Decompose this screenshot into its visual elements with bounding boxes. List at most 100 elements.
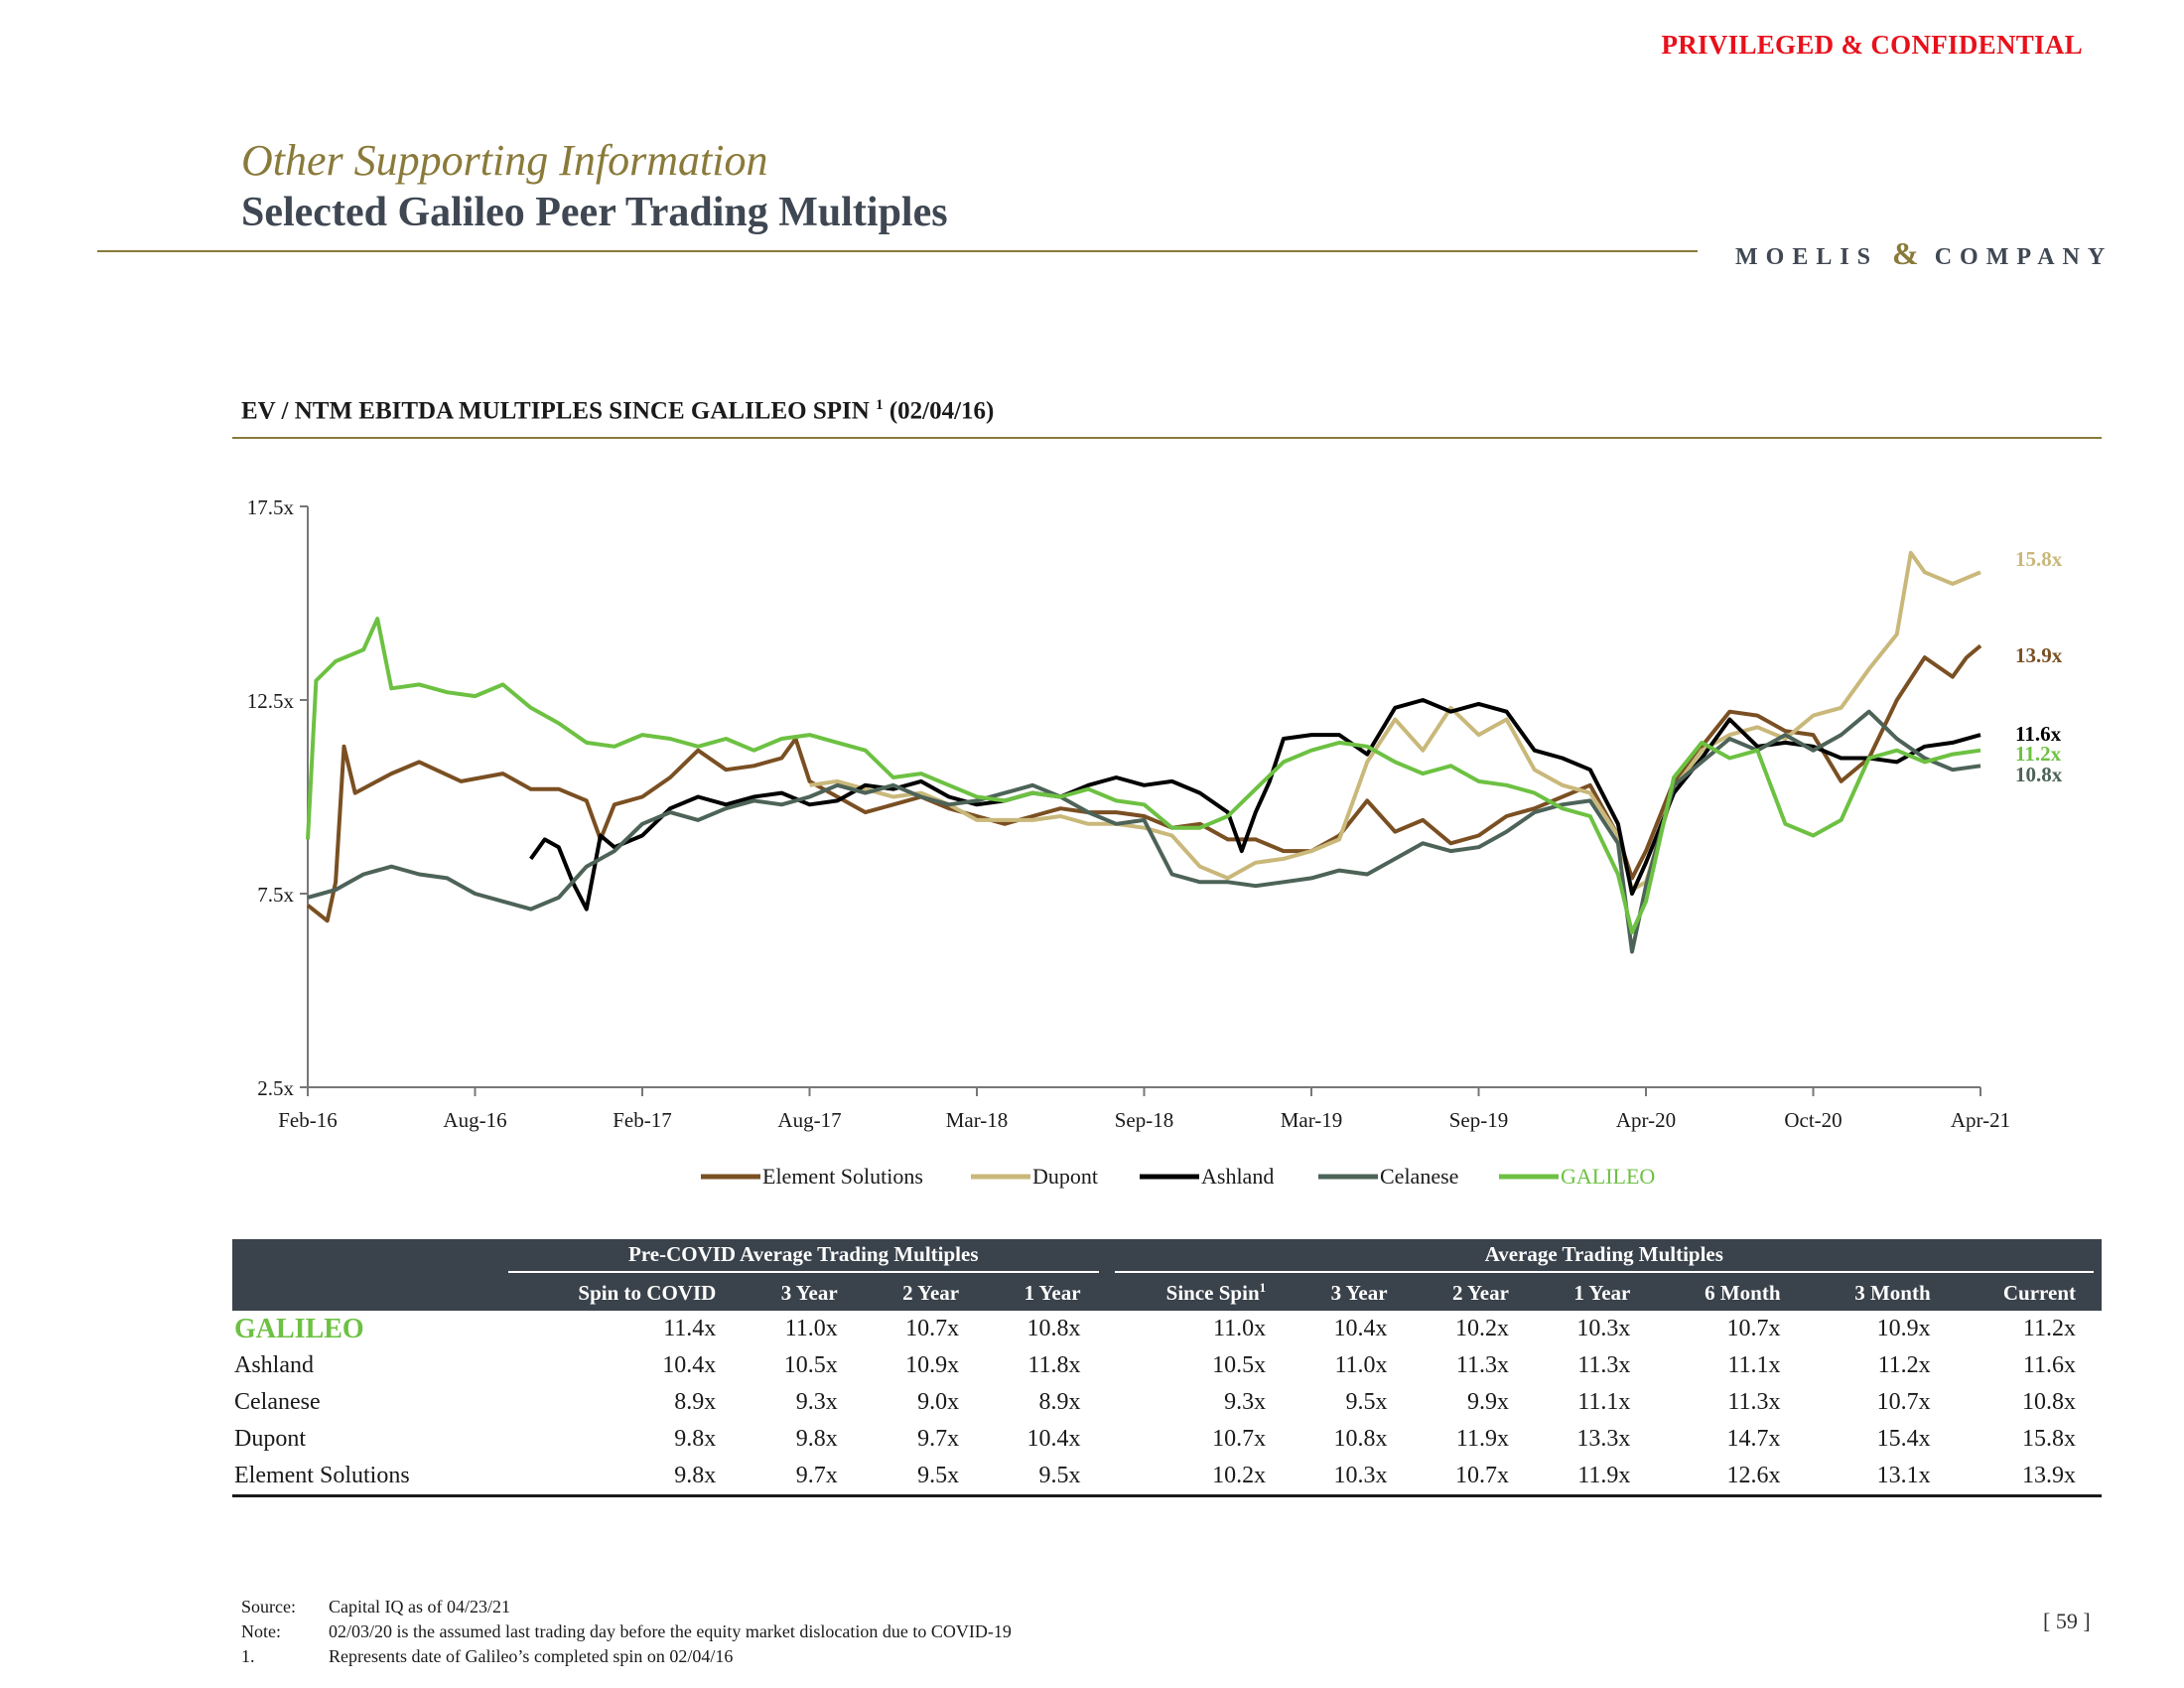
section-subtitle: Other Supporting Information [241, 136, 768, 185]
y-tick-label: 7.5x [257, 883, 294, 907]
logo-left: MOELIS [1735, 244, 1879, 270]
col-header: 3 Year [780, 1280, 838, 1305]
x-tick-label: Feb-17 [613, 1108, 672, 1132]
x-tick-label: Aug-17 [777, 1108, 841, 1132]
x-tick-label: Apr-20 [1616, 1108, 1676, 1132]
table-cell: 9.7x [742, 1458, 864, 1497]
table-cell: 15.8x [2022, 1426, 2076, 1452]
company-logo: MOELIS & COMPANY [1735, 235, 2113, 272]
table-cell: 10.9x [1876, 1316, 1931, 1341]
table-cell: 11.4x [663, 1316, 717, 1341]
x-tick-label: Sep-18 [1115, 1108, 1174, 1132]
table-cell: 10.2x [1106, 1458, 1293, 1497]
end-value-label: 11.2x [2015, 742, 2062, 766]
table-cell: 10.2x [1454, 1316, 1509, 1341]
table-cell: 10.8x [2022, 1389, 2076, 1415]
y-tick-label: 2.5x [257, 1076, 294, 1100]
table-cell: 10.3x [1576, 1316, 1631, 1341]
table-cell: 8.9x [1038, 1389, 1081, 1415]
table-group-header-row: Pre-COVID Average Trading Multiples Aver… [232, 1239, 2102, 1275]
legend-label: Ashland [1201, 1164, 1274, 1189]
chart-heading: EV / NTM EBITDA MULTIPLES SINCE GALILEO … [241, 397, 994, 425]
table-cell: 10.3x [1292, 1458, 1414, 1497]
table-cell: 15.4x [1876, 1426, 1931, 1452]
chart-heading-divider [232, 437, 2102, 439]
x-tick-label: Feb-16 [278, 1108, 338, 1132]
col-header: 2 Year [902, 1280, 960, 1305]
table-cell: 10.5x [1212, 1352, 1267, 1378]
end-value-label: 15.8x [2015, 547, 2063, 571]
row-company-name: Celanese [234, 1389, 321, 1415]
header-divider [97, 250, 1698, 252]
table-cell: 9.5x [1345, 1389, 1388, 1415]
table-cell: 13.9x [1956, 1458, 2102, 1497]
logo-ampersand: & [1892, 235, 1921, 271]
x-tick-label: Sep-19 [1449, 1108, 1509, 1132]
table-cell: 11.3x [1455, 1352, 1509, 1378]
table-body: GALILEO 11.4x 11.0x 10.7x 10.8x 11.0x 10.4x 10.… [232, 1311, 2102, 1497]
col-header: 2 Year [1452, 1280, 1509, 1305]
table-cell: 10.9x [905, 1352, 960, 1378]
legend-label: Element Solutions [762, 1164, 923, 1189]
footnote-source: Source: Capital IQ as of 04/23/21 [241, 1597, 510, 1617]
series-line-dupont [809, 550, 1981, 893]
confidential-label: PRIVILEGED & CONFIDENTIAL [1661, 30, 2083, 60]
table-cell: 10.7x [905, 1316, 960, 1341]
table-row: Element Solutions 9.8x 9.7x 9.5x 9.5x 10.2x 10… [232, 1458, 2102, 1497]
table-cell: 10.7x [1726, 1316, 1781, 1341]
x-tick-label: Oct-20 [1784, 1108, 1842, 1132]
table-cell: 11.3x [1727, 1389, 1781, 1415]
table-cell: 14.7x [1726, 1426, 1781, 1452]
table-cell: 11.3x [1577, 1352, 1631, 1378]
table-cell: 10.4x [662, 1352, 717, 1378]
table-cell: 11.1x [1727, 1352, 1781, 1378]
table-cell: 10.5x [783, 1352, 838, 1378]
chart-heading-date: (02/04/16) [888, 397, 995, 425]
table-cell: 10.4x [1333, 1316, 1388, 1341]
row-company-name: Dupont [234, 1426, 306, 1452]
table-row: Dupont 9.8x 9.8x 9.7x 10.4x 10.7x 10.8x 11.9x 13… [232, 1421, 2102, 1458]
x-tick-label: Aug-16 [443, 1108, 506, 1132]
col-header: 6 Month [1705, 1280, 1781, 1305]
table-cell: 9.0x [917, 1389, 960, 1415]
table-cell: 9.3x [795, 1389, 838, 1415]
y-tick-label: 17.5x [247, 495, 295, 519]
table-cell: 8.9x [674, 1389, 717, 1415]
group-header-pre-covid: Pre-COVID Average Trading Multiples [500, 1239, 1107, 1275]
chart-heading-footnote: 1 [876, 397, 884, 413]
footnote-1: 1. Represents date of Galileo’s completed… [241, 1646, 734, 1666]
table-cell: 11.0x [1334, 1352, 1388, 1378]
row-company-name: Ashland [234, 1352, 314, 1378]
footnote-note: Note: 02/03/20 is the assumed last tradin… [241, 1621, 1012, 1641]
table-cell: 11.9x [1455, 1426, 1509, 1452]
table-cell: 9.3x [1224, 1389, 1267, 1415]
table-cell: 10.7x [1413, 1458, 1535, 1497]
table-cell: 10.8x [1333, 1426, 1388, 1452]
table-cell: 13.1x [1806, 1458, 1957, 1497]
end-value-label: 13.9x [2015, 643, 2063, 667]
table-row: GALILEO 11.4x 11.0x 10.7x 10.8x 11.0x 10.4x 10.… [232, 1311, 2102, 1347]
table-cell: 10.4x [1026, 1426, 1081, 1452]
col-header: 1 Year [1573, 1280, 1631, 1305]
table-row: Ashland 10.4x 10.5x 10.9x 11.8x 10.5x 11.0x 11.… [232, 1347, 2102, 1384]
table-cell: 11.8x [1027, 1352, 1081, 1378]
page-title: Selected Galileo Peer Trading Multiples [241, 190, 948, 235]
table-cell: 12.6x [1656, 1458, 1807, 1497]
col-header: Spin to COVID [578, 1280, 717, 1305]
row-company-name: Element Solutions [232, 1458, 500, 1497]
table-column-header-row: Spin to COVID 3 Year 2 Year 1 Year Since… [232, 1275, 2102, 1311]
end-value-label: 10.8x [2015, 763, 2063, 786]
series-line-element-solutions [306, 643, 1982, 923]
chart-heading-text: EV / NTM EBITDA MULTIPLES SINCE GALILEO … [241, 397, 870, 425]
col-header: Current [2002, 1280, 2076, 1305]
table-cell: 11.2x [1877, 1352, 1931, 1378]
series-line-galileo [306, 617, 1981, 934]
group-header-average: Average Trading Multiples [1107, 1239, 2102, 1275]
table-cell: 11.2x [2022, 1316, 2076, 1341]
row-company-name: GALILEO [234, 1313, 364, 1344]
page-number: [ 59 ] [2043, 1609, 2091, 1633]
y-tick-label: 12.5x [247, 689, 295, 713]
logo-right: COMPANY [1934, 244, 2114, 270]
series-line-ashland [529, 698, 1981, 912]
